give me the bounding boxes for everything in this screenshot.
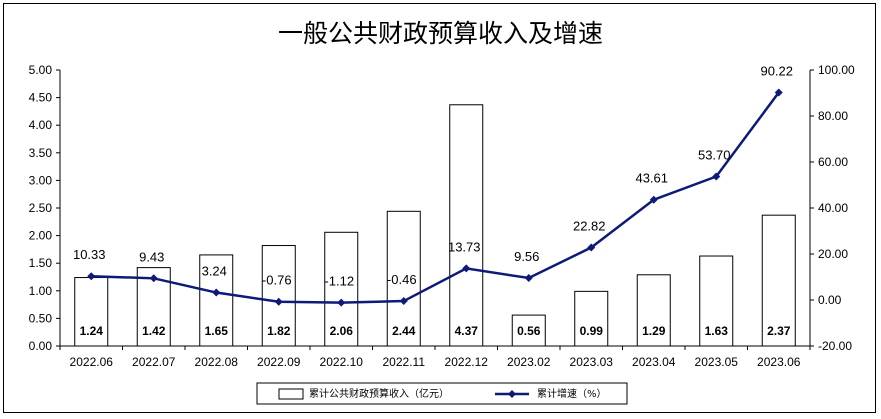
x-tick-label: 2023.05 [695, 355, 739, 369]
line-value-label: 9.56 [514, 249, 539, 264]
left-tick-label: 2.50 [29, 201, 53, 215]
line-point [649, 195, 658, 204]
line-point [587, 243, 596, 252]
right-tick-label: 0.00 [818, 293, 842, 307]
bar-value-label: 2.06 [330, 324, 354, 338]
x-tick-label: 2023.03 [570, 355, 614, 369]
line-point [212, 288, 221, 297]
left-tick-label: 1.00 [29, 284, 53, 298]
line-value-label: -0.46 [387, 272, 417, 287]
legend-line-label: 累计增速（%） [537, 387, 607, 400]
line-value-label: -1.12 [324, 274, 354, 289]
bar-value-label: 0.56 [517, 324, 541, 338]
line-value-label: 10.33 [73, 247, 106, 262]
x-tick-label: 2023.06 [757, 355, 801, 369]
chart-title: 一般公共财政预算收入及增速 [277, 19, 603, 48]
legend-bar-swatch [278, 388, 304, 400]
bar-value-label: 2.37 [767, 324, 791, 338]
bar-value-label: 2.44 [392, 324, 416, 338]
left-tick-label: 4.50 [29, 91, 53, 105]
bar-value-label: 1.42 [142, 324, 166, 338]
x-tick-label: 2022.10 [320, 355, 364, 369]
legend-box [256, 382, 628, 405]
right-tick-label: 80.00 [818, 109, 848, 123]
line-value-label: 43.61 [635, 171, 668, 186]
legend-bar-label: 累计公共财政预算收入（亿元） [309, 387, 449, 400]
bar-value-label: 1.24 [80, 324, 104, 338]
left-tick-label: 1.50 [29, 256, 53, 270]
bar-value-label: 1.65 [205, 324, 229, 338]
growth-line [91, 91, 780, 304]
bar [574, 290, 609, 347]
x-tick-label: 2022.12 [445, 355, 489, 369]
x-tick-label: 2022.06 [70, 355, 114, 369]
line-point [524, 274, 533, 283]
bar [386, 210, 421, 347]
bar [636, 274, 671, 347]
right-tick-label: -20.00 [818, 339, 852, 353]
line-point [399, 297, 408, 306]
x-tick-label: 2022.08 [195, 355, 239, 369]
x-tick-label: 2022.11 [383, 355, 426, 369]
left-tick-label: 3.50 [29, 146, 53, 160]
bar [449, 104, 484, 347]
line-point [337, 298, 346, 307]
bar-value-label: 4.37 [455, 324, 479, 338]
line-point [774, 88, 783, 97]
line-value-label: 3.24 [202, 264, 227, 279]
bar [699, 255, 734, 347]
left-tick-label: 0.50 [29, 311, 53, 325]
x-tick-label: 2023.02 [507, 355, 551, 369]
bar [324, 231, 359, 347]
legend-line-marker [508, 390, 516, 398]
line-point [87, 272, 96, 281]
line-value-label: 22.82 [573, 219, 606, 234]
line-value-label: -0.76 [262, 273, 292, 288]
bar-value-label: 0.99 [580, 324, 604, 338]
bar [199, 254, 234, 347]
bar-value-label: 1.82 [267, 324, 291, 338]
line-point [149, 274, 158, 283]
right-tick-label: 20.00 [818, 247, 848, 261]
x-tick-label: 2022.09 [257, 355, 301, 369]
right-tick-label: 100.00 [818, 63, 855, 77]
line-point [274, 297, 283, 306]
line-value-label: 9.43 [139, 249, 164, 264]
line-point [712, 172, 721, 181]
bar-value-label: 1.29 [642, 324, 666, 338]
legend: 累计公共财政预算收入（亿元） 累计增速（%） [256, 382, 628, 405]
bar-value-label: 1.63 [705, 324, 729, 338]
right-tick-label: 60.00 [818, 155, 848, 169]
left-tick-label: 0.00 [29, 339, 53, 353]
left-tick-label: 4.00 [29, 118, 53, 132]
left-tick-label: 3.00 [29, 173, 53, 187]
line-value-label: 90.22 [760, 63, 793, 78]
bar [511, 314, 546, 347]
left-tick-label: 2.00 [29, 229, 53, 243]
line-value-label: 13.73 [448, 239, 481, 254]
bar [761, 214, 796, 347]
x-tick-label: 2023.04 [632, 355, 676, 369]
left-tick-label: 5.00 [29, 63, 53, 77]
x-tick-label: 2022.07 [132, 355, 176, 369]
line-value-label: 53.70 [698, 147, 731, 162]
bar [261, 245, 296, 347]
right-tick-label: 40.00 [818, 201, 848, 215]
line-point [462, 264, 471, 273]
